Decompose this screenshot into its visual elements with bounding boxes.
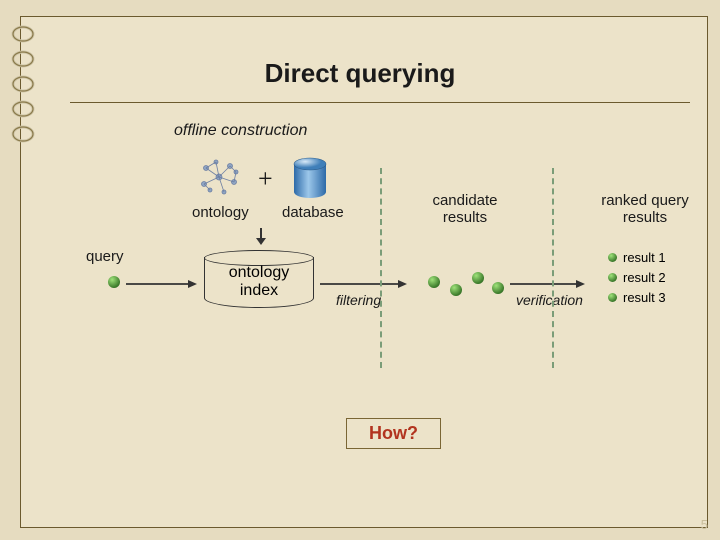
arrow-down-icon	[254, 228, 268, 246]
ranked-item: result 1	[608, 250, 666, 265]
arrow-right-icon	[126, 279, 198, 289]
ranked-word: ranked query	[601, 192, 689, 209]
database-label: database	[282, 204, 344, 221]
ranked-item-label: result 1	[623, 250, 666, 265]
slide-frame	[20, 16, 708, 528]
candidate-results-label: candidate results	[400, 192, 530, 226]
node-icon	[608, 273, 617, 282]
how-callout: How?	[346, 418, 441, 449]
results-word-1: results	[443, 209, 487, 226]
node-icon	[428, 276, 440, 288]
title-rule	[70, 102, 690, 103]
query-label: query	[86, 248, 124, 265]
node-icon	[608, 253, 617, 262]
arrow-right-icon	[510, 279, 586, 289]
node-icon	[108, 276, 120, 288]
ranked-results-label: ranked query results	[580, 192, 710, 226]
divider-dashed	[552, 168, 554, 368]
offline-construction-label: offline construction	[174, 122, 307, 140]
ontology-index-label-1: ontology	[204, 264, 314, 282]
filtering-label: filtering	[336, 292, 381, 308]
page-number: 5	[701, 517, 708, 532]
plus-sign: +	[258, 164, 273, 194]
node-icon	[450, 284, 462, 296]
ranked-item-label: result 3	[623, 290, 666, 305]
candidate-word: candidate	[432, 192, 497, 209]
binding-ring-icon	[9, 24, 37, 44]
arrow-right-icon	[320, 279, 408, 289]
ontology-label: ontology	[192, 204, 249, 221]
ontology-index-label-2: index	[204, 282, 314, 300]
binding-ring-icon	[9, 99, 37, 119]
ranked-item: result 3	[608, 290, 666, 305]
binding-ring-icon	[9, 124, 37, 144]
divider-dashed	[380, 168, 382, 368]
ontology-index-icon: ontology index	[204, 250, 314, 308]
node-icon	[608, 293, 617, 302]
ranked-item-label: result 2	[623, 270, 666, 285]
results-word-2: results	[623, 209, 667, 226]
node-icon	[492, 282, 504, 294]
slide-title: Direct querying	[0, 58, 720, 89]
ontology-icon	[196, 156, 242, 203]
node-icon	[472, 272, 484, 284]
ranked-item: result 2	[608, 270, 666, 285]
verification-label: verification	[516, 292, 583, 308]
database-icon	[290, 156, 330, 205]
